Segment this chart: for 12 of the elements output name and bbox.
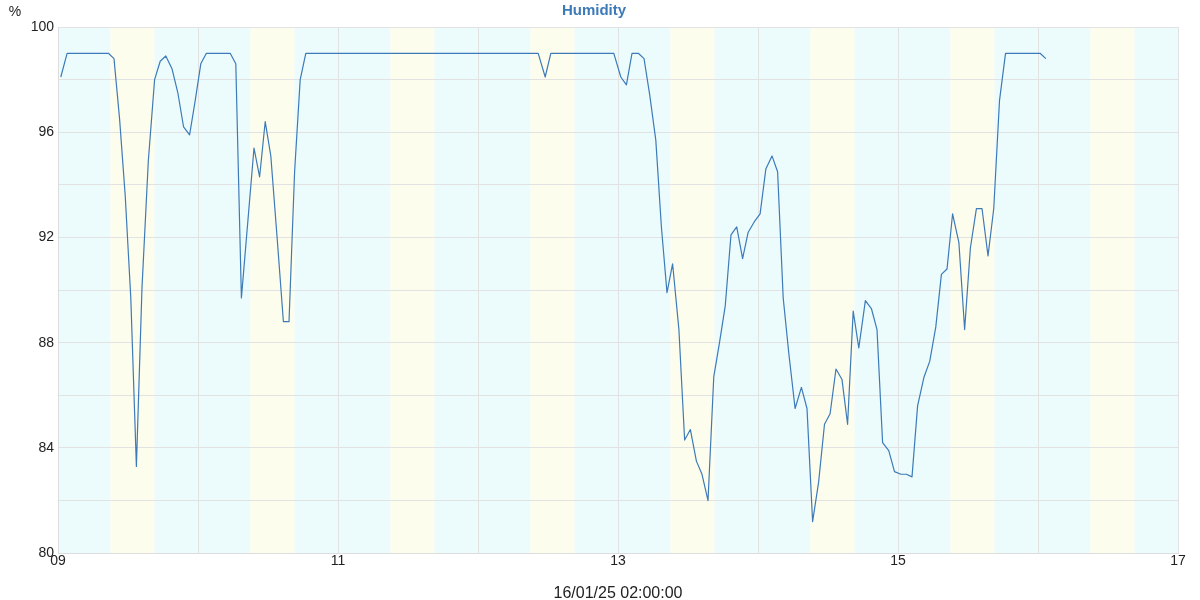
y-tick-label: 84 <box>38 438 55 455</box>
x-tick-label: 13 <box>610 552 626 569</box>
y-axis-title: % <box>8 3 22 19</box>
x-tick-label: 15 <box>890 552 906 569</box>
chart-title: Humidity <box>561 1 627 19</box>
y-tick-label: 92 <box>38 228 55 245</box>
x-tick-label: 11 <box>330 552 346 569</box>
y-tick-label: 100 <box>30 17 55 34</box>
x-tick-label: 17 <box>1170 552 1186 569</box>
y-tick-label: 96 <box>38 123 55 140</box>
x-axis-title: 16/01/25 02:00:00 <box>553 584 683 600</box>
y-tick-label: 88 <box>38 333 55 350</box>
